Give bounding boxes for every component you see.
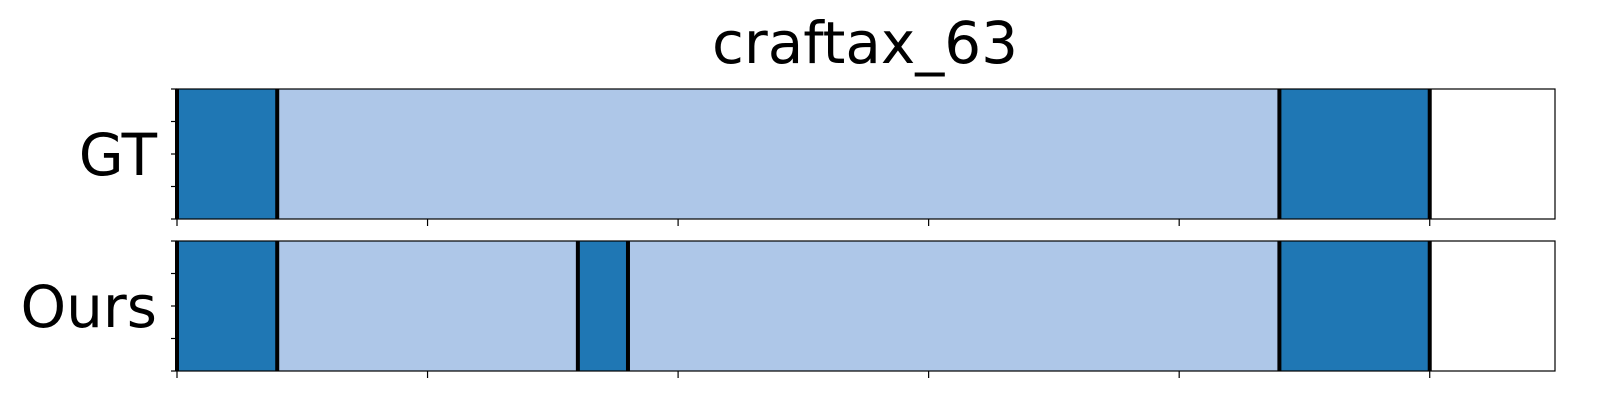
row-label-ours: Ours	[21, 273, 157, 341]
row-0: GT	[79, 88, 1556, 226]
segment-dark	[177, 241, 278, 371]
segment-light	[627, 241, 1280, 371]
chart-title: craftax_63	[712, 9, 1018, 77]
row-1: Ours	[21, 240, 1556, 378]
segment-dark	[1279, 241, 1430, 371]
segment-dark	[1279, 89, 1430, 219]
rows-layer: GT Ours	[21, 88, 1556, 378]
row-label-gt: GT	[79, 121, 158, 189]
segment-light	[277, 241, 578, 371]
segment-light	[277, 89, 1280, 219]
segment-dark	[177, 89, 278, 219]
segment-dark	[577, 241, 628, 371]
